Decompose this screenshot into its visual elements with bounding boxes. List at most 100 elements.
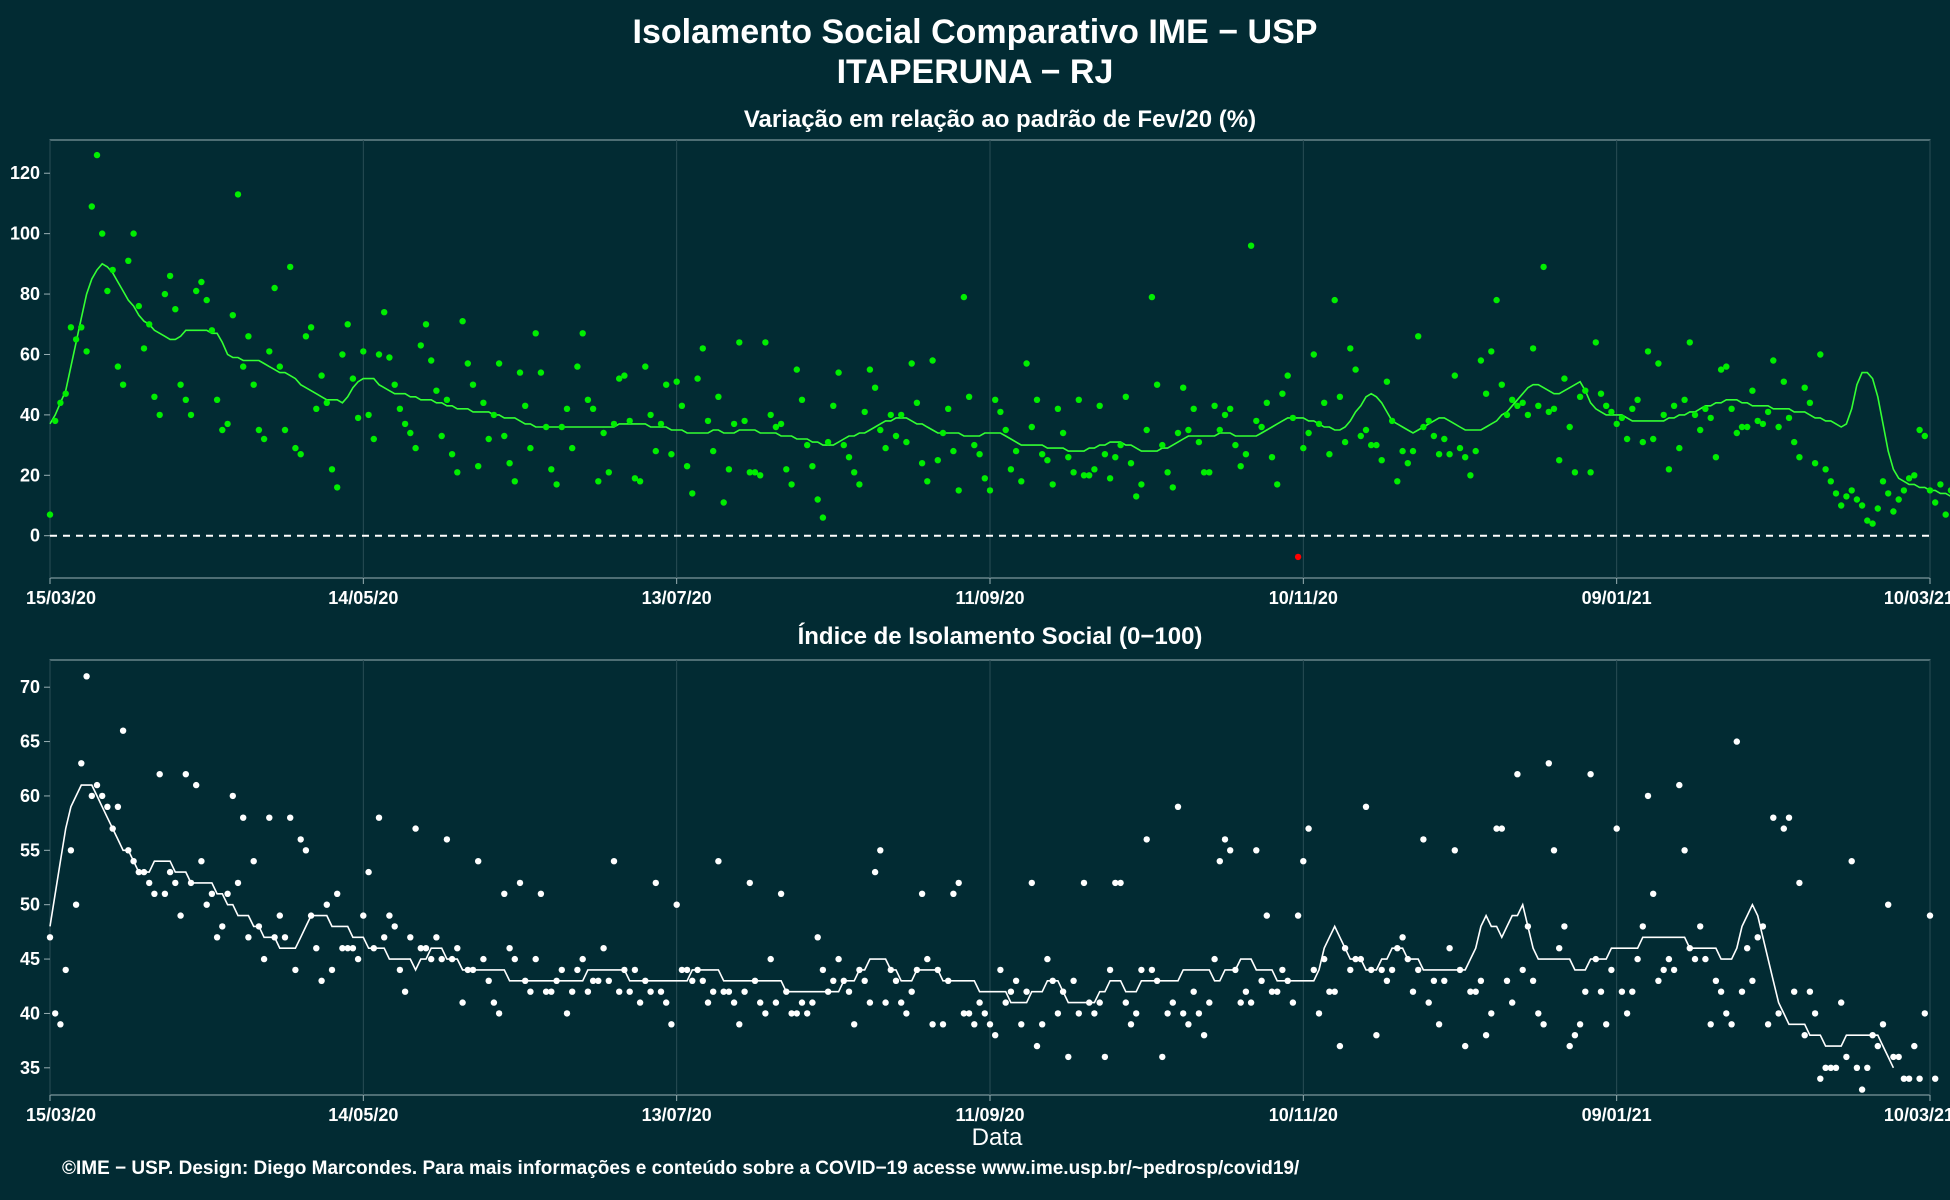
data-point [1185, 1021, 1192, 1028]
data-point [1033, 396, 1041, 403]
data-point [1529, 345, 1537, 352]
data-point [788, 1010, 795, 1017]
data-point [736, 1021, 743, 1028]
data-point [1221, 836, 1229, 843]
data-point [213, 396, 221, 403]
y-tick-label: 120 [10, 163, 40, 183]
data-point [1545, 408, 1553, 416]
data-point [683, 966, 691, 974]
data-point [1190, 988, 1197, 995]
panel-title-indice: Índice de Isolamento Social (0−100) [798, 622, 1203, 650]
data-point [1326, 988, 1333, 995]
data-point [370, 945, 377, 952]
data-point [464, 966, 471, 974]
data-point [485, 435, 492, 443]
data-point [1143, 426, 1150, 434]
data-point [1023, 988, 1030, 995]
data-point [1869, 1032, 1876, 1039]
data-point [187, 879, 195, 887]
data-point [574, 966, 581, 974]
data-point [851, 469, 858, 476]
data-point [1195, 438, 1203, 446]
data-point [793, 366, 800, 373]
data-point [1310, 966, 1318, 974]
data-point [699, 977, 706, 984]
data-point [271, 284, 278, 292]
data-point [198, 858, 205, 865]
data-point [631, 475, 639, 482]
y-tick-label: 35 [20, 1058, 40, 1078]
data-point [1347, 966, 1354, 974]
data-point [46, 511, 54, 518]
data-point [245, 934, 252, 941]
data-point [1138, 966, 1145, 974]
data-point [428, 955, 435, 963]
x-tick-label: 15/03/20 [26, 1105, 96, 1125]
data-point [213, 934, 221, 941]
data-point [1446, 945, 1453, 952]
data-point [1592, 339, 1600, 346]
data-point [1885, 490, 1892, 497]
data-point [1749, 977, 1756, 984]
data-point [1425, 999, 1432, 1006]
data-point [438, 432, 445, 440]
data-point [1827, 478, 1835, 485]
data-point [1744, 423, 1751, 431]
data-point [522, 977, 529, 984]
data-point [1065, 1053, 1072, 1061]
data-point [1916, 426, 1923, 434]
y-tick-label: 40 [20, 405, 40, 425]
data-point [798, 999, 806, 1006]
data-point [1707, 414, 1714, 422]
data-point [1817, 351, 1824, 358]
data-point [407, 934, 414, 941]
data-point [495, 360, 503, 367]
data-point [1587, 771, 1594, 778]
data-point [1775, 423, 1782, 431]
data-point [1838, 999, 1845, 1006]
data-point [1174, 803, 1182, 810]
data-point [1420, 423, 1427, 431]
data-point [710, 988, 717, 995]
data-point [1660, 966, 1667, 974]
data-point [1613, 825, 1620, 832]
data-point [1127, 460, 1135, 467]
data-point [1190, 405, 1197, 412]
y-tick-label: 70 [20, 677, 40, 697]
data-point [960, 293, 968, 301]
data-point [955, 879, 962, 887]
data-point [1890, 1053, 1897, 1061]
data-point [475, 858, 482, 865]
data-point [454, 945, 461, 952]
data-point [354, 955, 362, 963]
data-point [1388, 966, 1396, 974]
data-point [1879, 1021, 1887, 1028]
data-point [135, 868, 142, 876]
data-point [443, 836, 451, 843]
data-point [1211, 402, 1218, 409]
data-point [689, 977, 696, 984]
data-point [563, 405, 571, 412]
data-point [1075, 1010, 1083, 1017]
data-point [1096, 402, 1103, 409]
data-point [391, 381, 398, 388]
data-point [1253, 417, 1260, 425]
data-point [287, 814, 294, 821]
data-point [1493, 296, 1500, 304]
data-point [1065, 454, 1072, 461]
data-point [255, 923, 263, 930]
data-point [678, 402, 686, 409]
data-point [1164, 469, 1171, 476]
data-point [62, 390, 69, 397]
data-point [1514, 402, 1521, 409]
data-point [323, 901, 330, 908]
data-point [1566, 423, 1573, 431]
data-point [757, 472, 764, 479]
data-point [104, 803, 111, 810]
data-point [307, 912, 315, 919]
data-point [475, 463, 482, 470]
data-point [1080, 879, 1088, 887]
data-point [642, 977, 649, 984]
data-point [595, 478, 602, 485]
data-point [1926, 912, 1934, 919]
